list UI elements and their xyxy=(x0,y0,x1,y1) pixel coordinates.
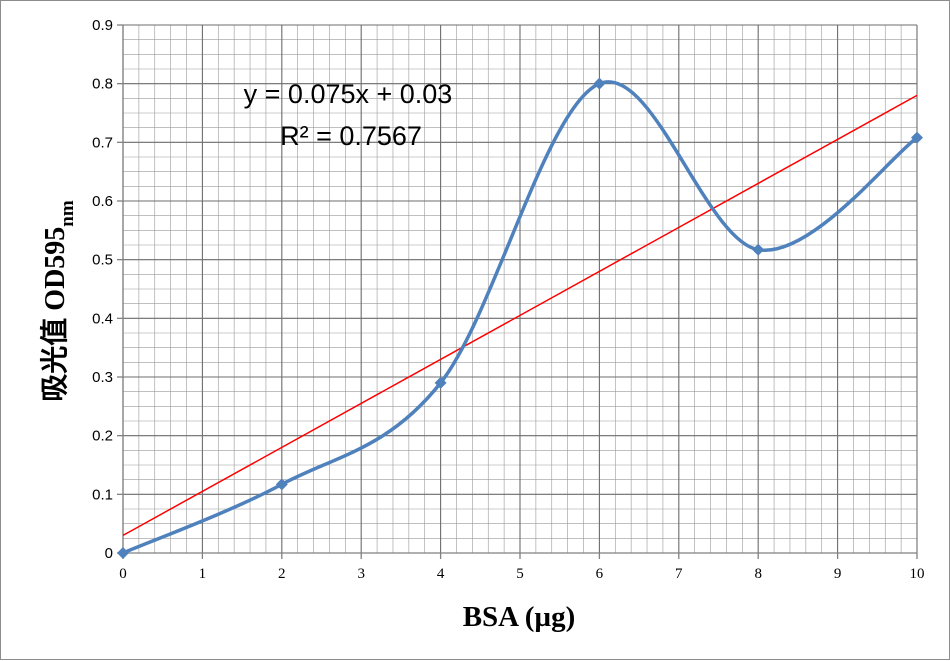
y-tick-label: 0.4 xyxy=(92,310,113,327)
x-tick-labels: 0 1 2 3 4 5 6 7 8 9 10 xyxy=(119,566,924,582)
x-tick-label: 4 xyxy=(437,566,445,582)
y-tick-labels: 0 0.1 0.2 0.3 0.4 0.5 0.6 0.7 0.8 0.9 xyxy=(92,17,113,562)
y-axis-title: 吸光值 OD595nm xyxy=(39,200,78,402)
trendline-group xyxy=(122,94,918,537)
x-tick-label: 2 xyxy=(278,566,286,582)
x-axis-title: BSA (µg) xyxy=(463,601,576,633)
data-point xyxy=(752,243,765,256)
data-point xyxy=(117,547,129,559)
data-point xyxy=(911,131,923,144)
series-group xyxy=(117,77,923,559)
y-tick-label: 0.8 xyxy=(92,76,113,93)
data-point xyxy=(275,478,288,491)
major-gridlines xyxy=(122,24,918,554)
y-tick-label: 0.6 xyxy=(92,193,113,210)
x-tick-label: 6 xyxy=(596,566,604,582)
y-tick-label: 0.3 xyxy=(92,369,113,386)
trendline-equation: y = 0.075x + 0.03 xyxy=(244,79,453,109)
x-tick-label: 9 xyxy=(834,566,842,582)
x-tick-label: 8 xyxy=(754,566,762,582)
x-tick-label: 7 xyxy=(675,566,683,582)
data-point xyxy=(593,77,606,90)
trendline xyxy=(122,94,918,537)
x-tick-label: 3 xyxy=(357,566,365,582)
y-axis-title-main: 吸光值 OD595 xyxy=(39,227,71,402)
x-tick-label: 1 xyxy=(199,566,207,582)
x-tick-label: 10 xyxy=(910,566,925,582)
y-tick-label: 0 xyxy=(105,545,113,562)
y-tick-label: 0.1 xyxy=(92,486,113,503)
trendline-r-squared: R² = 0.7567 xyxy=(280,121,422,151)
data-point xyxy=(434,376,447,389)
y-tick-label: 0.5 xyxy=(92,252,113,269)
y-tick-label: 0.2 xyxy=(92,428,113,445)
x-tick-label: 5 xyxy=(516,566,524,582)
y-axis-title-subscript: nm xyxy=(57,200,78,227)
y-tick-label: 0.9 xyxy=(92,17,113,34)
axes xyxy=(117,24,918,559)
y-tick-label: 0.7 xyxy=(92,134,113,151)
x-tick-label: 0 xyxy=(119,566,127,582)
